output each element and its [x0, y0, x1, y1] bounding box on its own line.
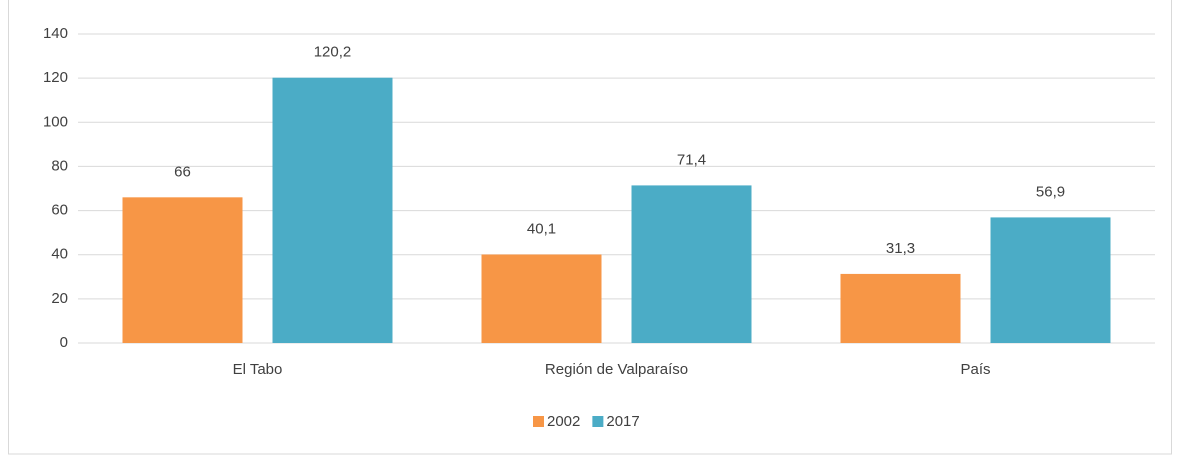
legend-swatch: [533, 416, 544, 427]
y-tick-label: 100: [43, 113, 68, 130]
legend-label: 2002: [547, 413, 580, 430]
y-tick-label: 80: [51, 157, 68, 174]
value-label: 71,4: [677, 151, 706, 168]
value-label: 56,9: [1036, 183, 1065, 200]
bar: [272, 77, 393, 344]
y-tick-label: 140: [43, 25, 68, 42]
value-label: 120,2: [314, 44, 352, 61]
bar: [481, 254, 602, 343]
y-tick-label: 40: [51, 246, 68, 263]
value-label: 31,3: [886, 240, 915, 257]
y-tick-label: 0: [60, 334, 68, 351]
legend-swatch: [592, 416, 604, 427]
bar: [990, 217, 1111, 343]
x-tick-label: País: [960, 361, 990, 378]
x-tick-label: Región de Valparaíso: [545, 361, 688, 378]
bar: [122, 197, 243, 343]
y-tick-label: 120: [43, 69, 68, 86]
x-tick-label: El Tabo: [233, 361, 283, 378]
value-label: 66: [174, 163, 191, 180]
bar: [840, 273, 961, 343]
legend-label: 2017: [606, 413, 639, 430]
y-tick-label: 60: [51, 202, 68, 219]
y-tick-label: 20: [51, 290, 68, 307]
bar: [631, 185, 752, 343]
value-label: 40,1: [527, 220, 556, 237]
